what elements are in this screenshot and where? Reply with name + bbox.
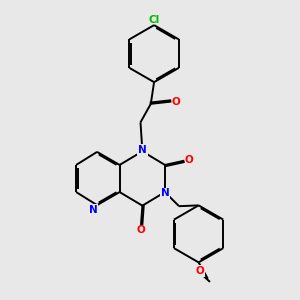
Text: O: O	[172, 97, 181, 107]
Text: O: O	[196, 266, 204, 276]
Text: N: N	[138, 145, 147, 155]
Text: O: O	[136, 225, 145, 235]
Text: N: N	[160, 188, 169, 198]
Text: N: N	[88, 205, 98, 215]
Text: O: O	[185, 155, 194, 165]
Text: Cl: Cl	[148, 15, 160, 25]
